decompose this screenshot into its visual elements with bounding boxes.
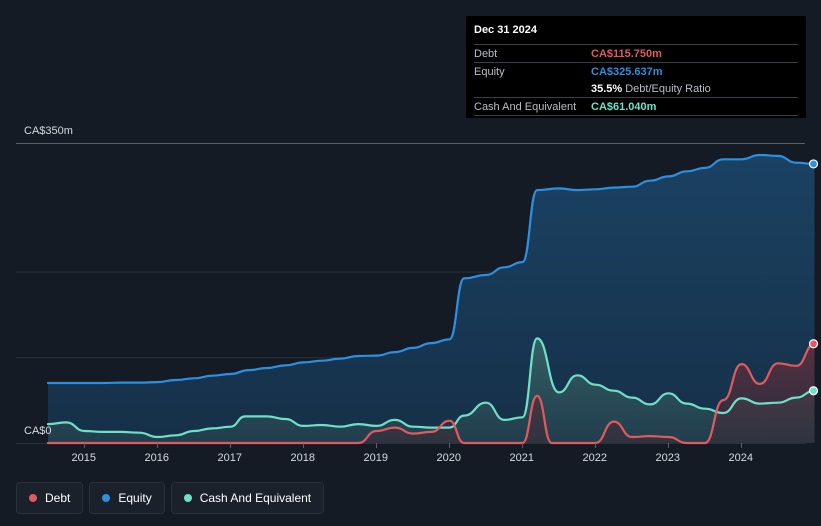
tooltip-debt-value: CA$115.750m — [591, 47, 662, 60]
tooltip-debt-row: Debt CA$115.750m — [474, 45, 798, 63]
x-tick-label: 2017 — [218, 452, 242, 464]
equity-dot-icon — [102, 494, 111, 502]
debt-line — [46, 342, 816, 445]
legend-item-debt[interactable]: Debt — [16, 482, 84, 514]
cash-dot-icon — [183, 494, 192, 502]
x-tick-label: 2020 — [437, 452, 461, 464]
legend-label-debt: Debt — [45, 491, 71, 505]
x-tick-label: 2021 — [510, 452, 534, 464]
y-tick-label: CA$0 — [24, 425, 52, 437]
legend-item-equity[interactable]: Equity — [89, 482, 165, 514]
equity-area — [48, 155, 815, 443]
tooltip-equity-row: Equity CA$325.637m — [474, 63, 798, 80]
cash-end-marker — [808, 386, 819, 396]
debt-end-marker — [808, 339, 819, 349]
tooltip-panel: Dec 31 2024 Debt CA$115.750m Equity CA$3… — [466, 16, 806, 118]
debt-area — [48, 343, 815, 443]
x-tick-label: 2018 — [291, 452, 315, 464]
equity-end-marker — [808, 159, 819, 169]
tooltip-ratio-label: Debt/Equity Ratio — [625, 82, 711, 95]
y-tick-label: CA$350m — [24, 125, 73, 137]
x-tick-label: 2015 — [72, 452, 96, 464]
tooltip-cash-label: Cash And Equivalent — [474, 100, 577, 113]
tooltip-cash-value: CA$61.040m — [591, 100, 657, 113]
x-tick-label: 2022 — [583, 452, 607, 464]
tooltip-cash-row: Cash And Equivalent CA$61.040m — [474, 98, 798, 116]
x-tick-label: 2019 — [364, 452, 388, 464]
x-tick-label: 2023 — [656, 452, 680, 464]
legend-item-cash[interactable]: Cash And Equivalent — [170, 482, 325, 514]
tooltip-ratio-value: 35.5% — [591, 82, 623, 95]
equity-line — [46, 153, 816, 385]
legend: Debt Equity Cash And Equivalent — [16, 482, 325, 514]
legend-label-equity: Equity — [118, 491, 152, 505]
legend-label-cash: Cash And Equivalent — [199, 491, 312, 505]
cash-area — [48, 338, 815, 443]
tooltip-ratio-row: 35.5% Debt/Equity Ratio — [474, 80, 798, 98]
x-tick-label: 2016 — [145, 452, 169, 464]
debt-dot-icon — [29, 494, 37, 502]
cash-line — [46, 337, 816, 439]
tooltip-equity-label: Equity — [474, 65, 505, 78]
x-tick-label: 2024 — [729, 452, 753, 464]
tooltip-debt-label: Debt — [474, 47, 498, 60]
tooltip-date: Dec 31 2024 — [474, 24, 798, 45]
tooltip-equity-value: CA$325.637m — [591, 65, 663, 78]
